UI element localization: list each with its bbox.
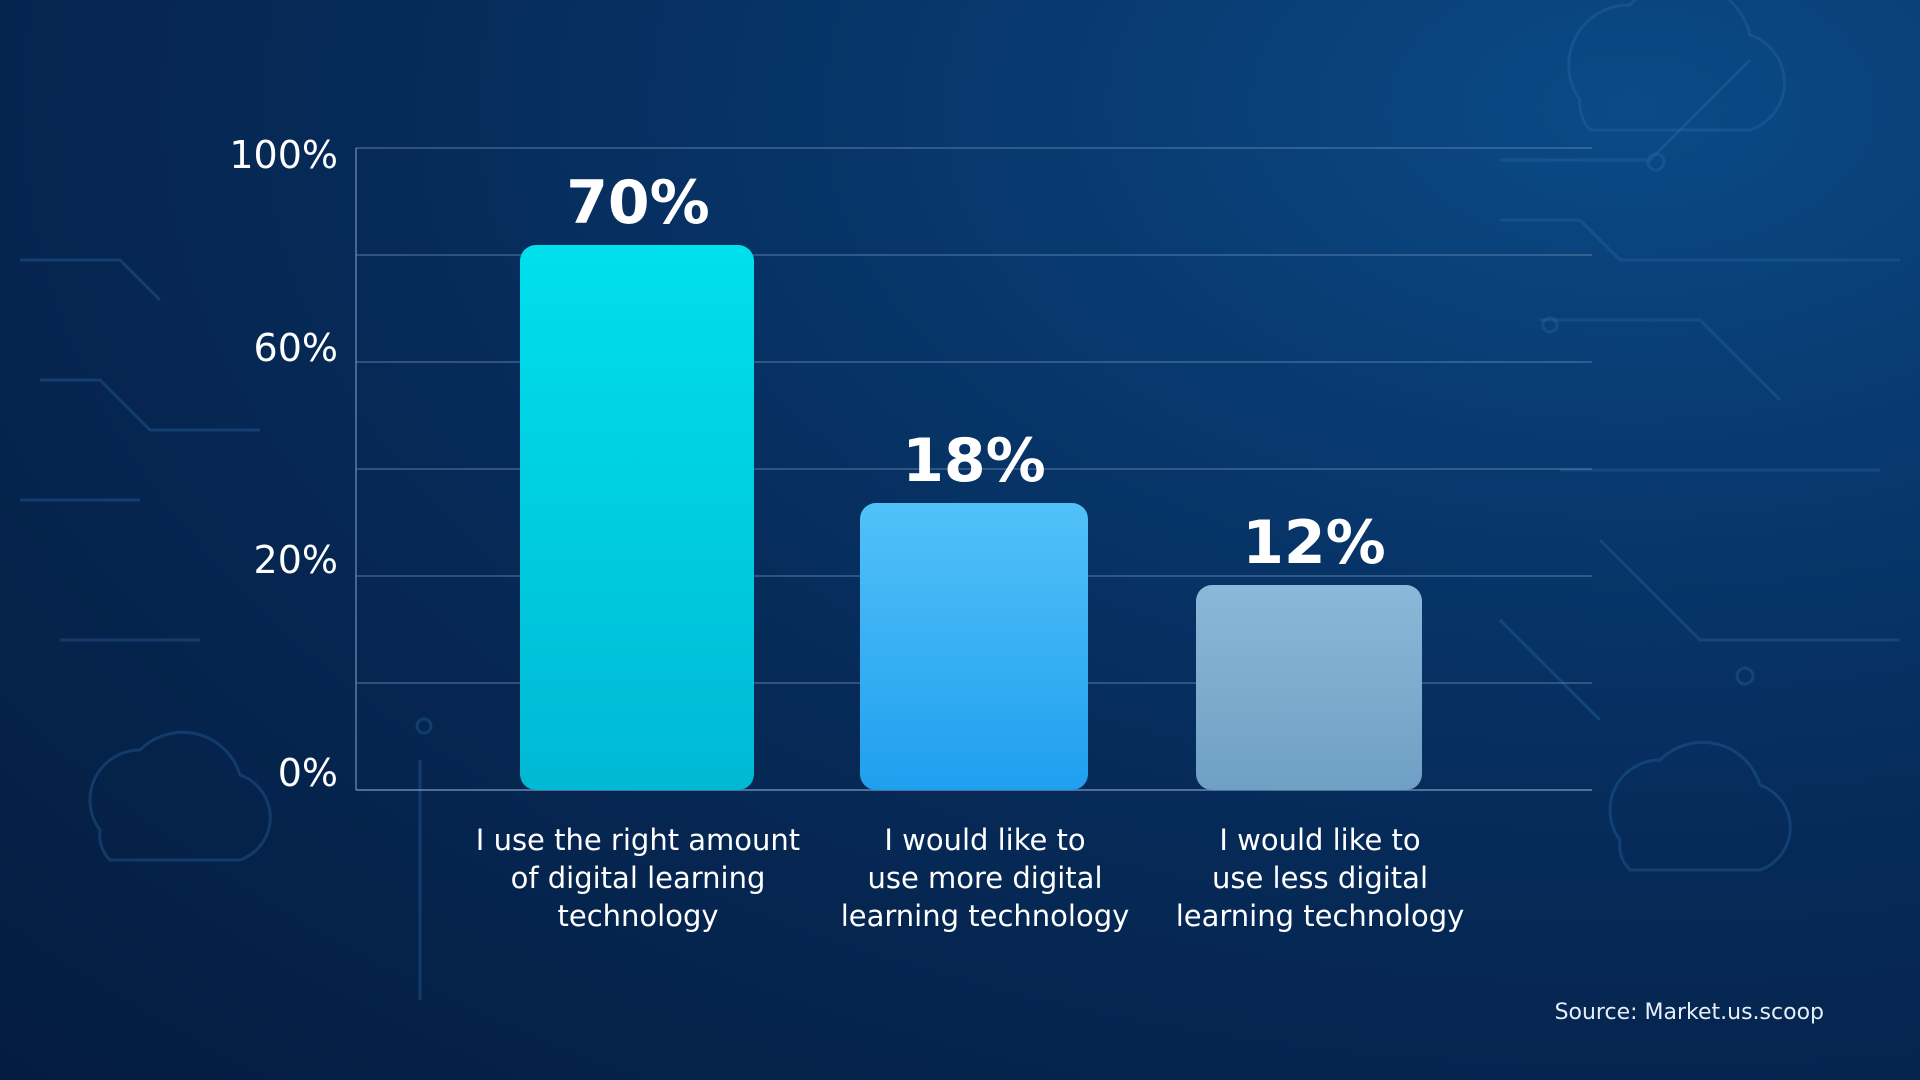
- category-label: I would like to: [1219, 823, 1420, 857]
- category-label: use more digital: [867, 861, 1102, 895]
- category-labels: I use the right amount of digital learnin…: [476, 823, 1464, 933]
- circuit-node: [415, 717, 433, 735]
- category-label: technology: [557, 899, 718, 933]
- circuit-lines: [1498, 58, 1900, 722]
- bar: [520, 245, 754, 790]
- value-label: 12%: [1242, 508, 1386, 578]
- category-label: learning technology: [841, 899, 1130, 933]
- circuit-node: [1735, 666, 1755, 686]
- category-label: learning technology: [1176, 899, 1465, 933]
- value-label: 18%: [902, 426, 1046, 496]
- y-tick-labels: 100% 60% 20% 0%: [229, 133, 338, 795]
- y-tick-label: 0%: [278, 751, 338, 795]
- bar: [860, 503, 1088, 790]
- circuit-node: [1646, 152, 1666, 172]
- y-tick-label: 100%: [229, 133, 338, 177]
- category-label: of digital learning: [511, 861, 766, 895]
- y-tick-label: 20%: [254, 538, 338, 582]
- value-label: 70%: [566, 168, 710, 238]
- category-label: I would like to: [884, 823, 1085, 857]
- source-note: Source: Market.us.scoop: [1554, 1000, 1824, 1025]
- circuit-node: [1541, 316, 1559, 334]
- cloud-icon: [1608, 740, 1792, 872]
- y-tick-label: 60%: [254, 326, 338, 370]
- circuit-lines: [20, 258, 422, 1000]
- value-labels: 70% 18% 12%: [566, 168, 1386, 578]
- cloud-icon: [88, 730, 272, 862]
- category-label: I use the right amount: [476, 823, 800, 857]
- category-label: use less digital: [1212, 861, 1428, 895]
- bars: [520, 245, 1422, 790]
- bar: [1196, 585, 1422, 790]
- cloud-icon: [1567, 0, 1786, 132]
